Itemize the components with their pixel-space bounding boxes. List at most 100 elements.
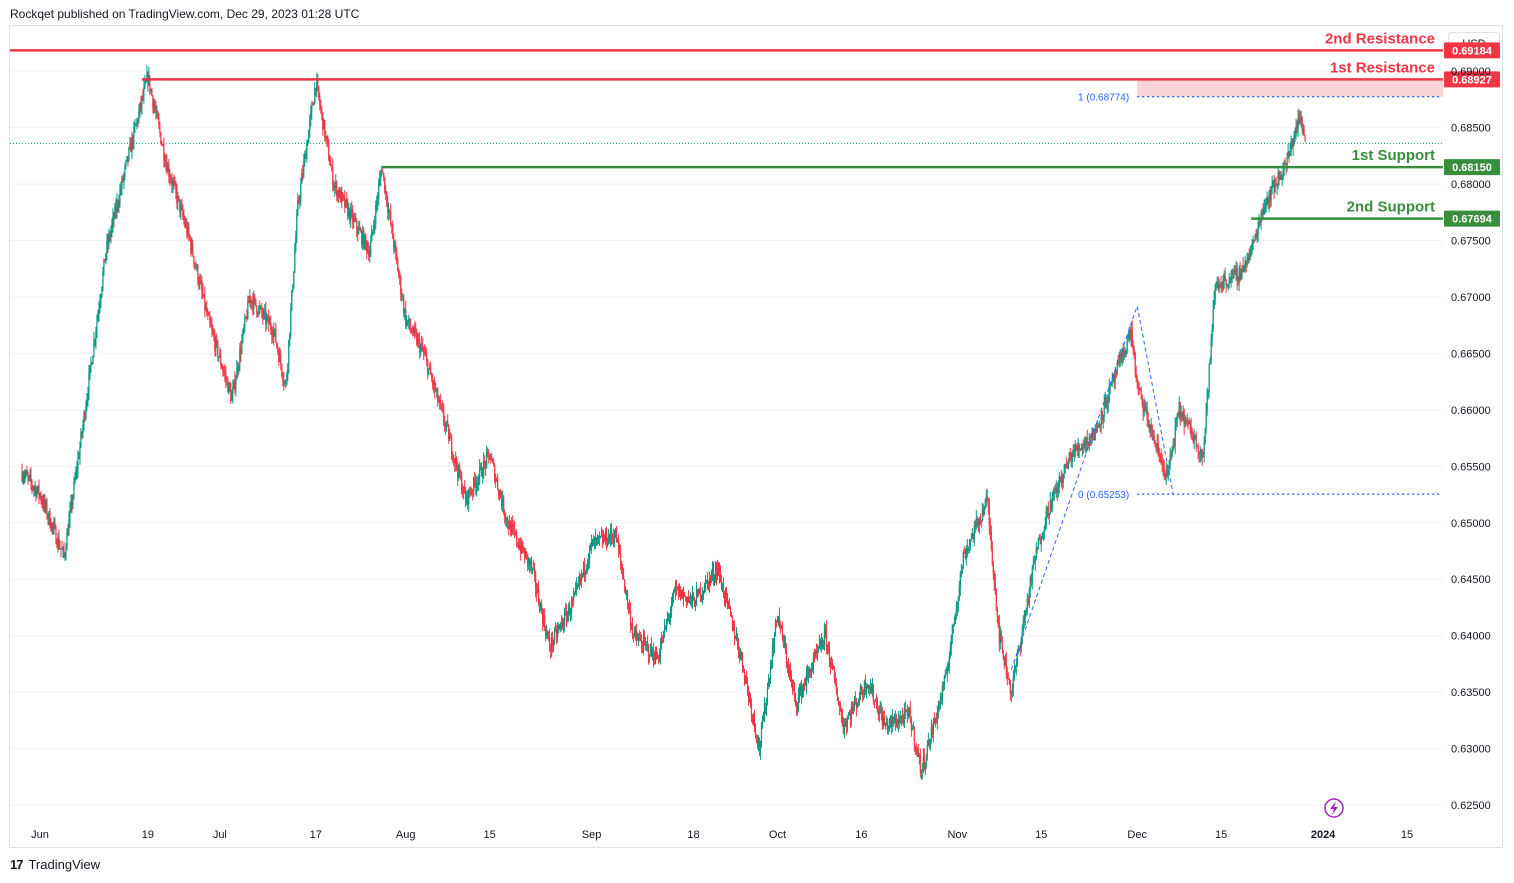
candle-body: [1261, 211, 1263, 214]
candle-body: [374, 224, 376, 226]
candle-body: [896, 724, 898, 727]
candle-body: [641, 646, 644, 651]
candle-body: [362, 230, 364, 245]
candle-body: [1122, 348, 1124, 357]
candle-body: [1105, 397, 1107, 408]
candle-body: [334, 185, 336, 188]
candle-body: [804, 684, 807, 686]
candle-body: [1059, 476, 1061, 481]
candle-body: [435, 390, 437, 392]
candle-body: [941, 686, 943, 700]
candle-body: [927, 739, 929, 746]
candle-body: [1073, 451, 1075, 457]
level-name: 2nd Support: [1347, 199, 1435, 216]
candle-body: [480, 465, 482, 467]
candle-body: [423, 350, 425, 353]
candle-body: [139, 103, 141, 112]
candle-body: [101, 287, 103, 296]
candle-body: [1263, 207, 1265, 215]
candle-body: [1084, 442, 1086, 445]
candle-body: [1281, 178, 1283, 180]
candle-body: [380, 173, 382, 179]
candle-body: [179, 199, 181, 213]
candle-body: [21, 471, 23, 480]
candle-body: [289, 333, 291, 340]
candle-body: [378, 185, 380, 199]
candle-body: [337, 190, 339, 197]
candle-body: [481, 465, 483, 477]
candle-body: [528, 559, 530, 564]
candle-body: [678, 587, 681, 597]
candle-body: [26, 471, 28, 475]
candle-body: [907, 707, 909, 716]
candle-body: [657, 658, 660, 660]
candle-body: [104, 259, 106, 263]
candle-body: [1229, 280, 1231, 282]
candle-body: [125, 161, 127, 167]
candle-body: [1064, 464, 1066, 466]
candle-body: [683, 593, 686, 597]
candle-body: [172, 181, 174, 186]
candle-body: [1184, 419, 1186, 427]
candle-body: [1277, 171, 1279, 185]
candle-body: [965, 551, 967, 559]
candle-body: [782, 636, 785, 647]
candle-body: [587, 559, 590, 565]
candle-body: [1085, 437, 1087, 445]
candle-body: [1089, 436, 1091, 439]
candle-body: [1145, 409, 1147, 411]
fib-trend-line: [1010, 304, 1174, 670]
candle-body: [1136, 378, 1138, 383]
candle-body: [259, 307, 261, 309]
candle-body: [306, 144, 308, 160]
candle-body: [518, 544, 520, 549]
candle-body: [959, 572, 961, 588]
candle-body: [288, 339, 290, 365]
candle-body: [202, 291, 204, 297]
candle-body: [283, 380, 285, 383]
candle-body: [77, 457, 79, 470]
candle-body: [925, 755, 927, 763]
candle-body: [760, 726, 763, 745]
candle-body: [529, 559, 531, 566]
candle-body: [29, 475, 31, 477]
candle-body: [824, 629, 827, 631]
candle-body: [794, 692, 797, 702]
candle-body: [352, 211, 354, 223]
candle-body: [413, 326, 415, 334]
candle-body: [509, 521, 511, 530]
candle-body: [471, 491, 473, 495]
candle-body: [86, 399, 88, 408]
candle-body: [629, 609, 632, 627]
candle-body: [1103, 401, 1105, 417]
candle-body: [463, 486, 465, 493]
candle-body: [1078, 445, 1080, 450]
candle-body: [76, 469, 78, 471]
candle-body: [1210, 338, 1212, 359]
candle-body: [870, 686, 872, 694]
candle-body: [1047, 507, 1049, 517]
candle-body: [372, 230, 374, 232]
candle-body: [541, 604, 543, 612]
candle-body: [1028, 589, 1030, 603]
candle-body: [619, 552, 622, 562]
candle-body: [249, 296, 251, 303]
candle-body: [427, 360, 429, 375]
candle-body: [565, 611, 567, 613]
footer-brand[interactable]: 17 TradingView: [10, 857, 100, 872]
candle-body: [243, 327, 245, 331]
candle-body: [370, 241, 372, 254]
candle-body: [631, 625, 634, 636]
candle-body: [1021, 631, 1023, 638]
candle-body: [117, 201, 119, 206]
candle-body: [1221, 284, 1223, 290]
candle-body: [102, 272, 104, 288]
candle-body: [967, 547, 969, 549]
candle-body: [1022, 621, 1024, 632]
candle-body: [185, 224, 187, 226]
candle-body: [469, 489, 471, 494]
candle-body: [912, 727, 914, 729]
candle-body: [274, 328, 276, 331]
candle-body: [1204, 427, 1206, 443]
